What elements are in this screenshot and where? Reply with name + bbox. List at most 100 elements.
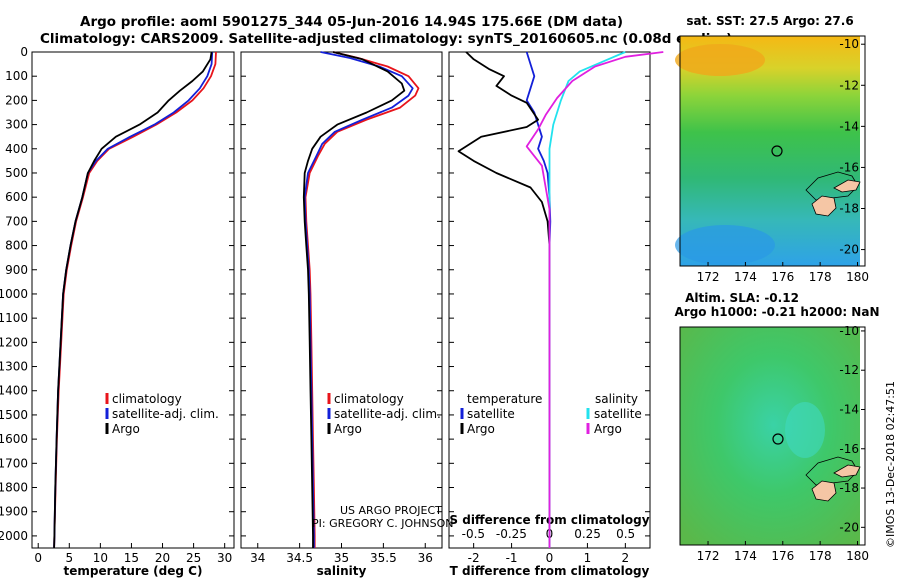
x-tick-label: 5 [65, 551, 73, 565]
y-tick-label: 0 [20, 45, 28, 59]
sla-map-frame [679, 326, 866, 546]
legend-climatology-label: climatology [334, 392, 404, 406]
sst-warm-patch [675, 44, 765, 76]
y-tick-label: 700 [5, 214, 28, 228]
sst-map-frame [679, 35, 866, 267]
sla-field [680, 327, 860, 545]
temperature-legend: climatology satellite-adj. clim. Argo [105, 392, 219, 436]
sst-float-marker [771, 145, 783, 157]
y-tick-label: 1900 [0, 505, 28, 519]
sla-map-title-2: Argo h1000: -0.21 h2000: NaN [674, 305, 879, 319]
title-line-2: Climatology: CARS2009. Satellite-adjuste… [40, 31, 732, 47]
sst-map-title: sat. SST: 27.5 Argo: 27.6 [686, 14, 853, 28]
lat-tick-label: -18 [839, 202, 859, 216]
lat-tick-label: -20 [839, 520, 859, 534]
plot-frame [31, 51, 235, 549]
y-tick-label: 1100 [0, 311, 28, 325]
lat-tick-label: -14 [839, 119, 859, 133]
y-tick-label: 1700 [0, 456, 28, 470]
y-tick-label: 1400 [0, 384, 28, 398]
legend-climatology-label: climatology [112, 392, 182, 406]
lon-tick-label: 178 [809, 270, 832, 284]
y-tick-label: 100 [5, 69, 28, 83]
y-tick-label: 1800 [0, 481, 28, 495]
x-tick-label: 2 [622, 551, 630, 565]
x-tick-label: 15 [124, 551, 139, 565]
lat-tick-label: -10 [839, 37, 859, 51]
x-tick-label: 34 [250, 551, 265, 565]
lat-tick-label: -10 [839, 324, 859, 338]
x-tick-label: 0 [34, 551, 42, 565]
x-tick-label: 20 [155, 551, 170, 565]
lat-tick-label: -12 [839, 363, 859, 377]
y-tick-label: 800 [5, 239, 28, 253]
lon-tick-label: 176 [771, 270, 794, 284]
legend-t-argo-label: Argo [467, 422, 495, 436]
sla-float-marker [772, 433, 784, 445]
x-tick-label: 36 [418, 551, 433, 565]
legend-satellite-label: satellite-adj. clim. [112, 407, 219, 421]
top-x-tick-label: 0.25 [574, 527, 601, 541]
difference-legend: temperature salinity satellite Argo sate… [460, 392, 642, 436]
credit-pi: PI: GREGORY C. JOHNSON [312, 517, 453, 530]
sst-cool-patch [675, 225, 775, 265]
title-line-1: Argo profile: aoml 5901275_344 05-Jun-20… [80, 14, 623, 30]
lat-tick-label: -18 [839, 481, 859, 495]
series-line-climatology [304, 51, 420, 548]
sla-map [679, 326, 866, 546]
x-tick-label: -2 [468, 551, 480, 565]
y-tick-label: 600 [5, 190, 28, 204]
temperature-panel: 0100200300400500600700800900100011001200… [0, 45, 235, 578]
x-tick-label: 0 [546, 551, 554, 565]
series-line-satellite [53, 51, 214, 549]
y-tick-label: 200 [5, 93, 28, 107]
x-axis-label: T difference from climatology [450, 564, 650, 578]
legend-s-argo-label: Argo [594, 422, 622, 436]
x-tick-label: 34.5 [286, 551, 313, 565]
series-line-t-satellite [525, 51, 552, 548]
legend-t-satellite-label: satellite [467, 407, 515, 421]
y-tick-label: 1600 [0, 432, 28, 446]
lon-tick-label: 180 [846, 270, 869, 284]
series-line-satellite [303, 51, 414, 548]
x-tick-label: 1 [584, 551, 592, 565]
sla-map-axes: 172 174 176 178 180 -10 -12 -14 -16 -18 -20 [697, 324, 869, 563]
plot-frame [240, 51, 443, 549]
difference-panel: -2 -1 0 1 2T difference from climatology -0.5… [448, 51, 664, 578]
x-tick-label: 25 [186, 551, 201, 565]
credit-project: US ARGO PROJECT [340, 504, 442, 517]
legend-argo-label: Argo [334, 422, 362, 436]
y-tick-label: 1500 [0, 408, 28, 422]
y-tick-label: 1200 [0, 335, 28, 349]
x-tick-label: 35.5 [370, 551, 397, 565]
series-line-argo [53, 51, 213, 549]
lon-tick-label: 174 [734, 549, 757, 563]
x-tick-label: 30 [217, 551, 232, 565]
top-x-tick-label: 0.5 [616, 527, 635, 541]
y-tick-label: 900 [5, 263, 28, 277]
legend-salinity-heading: salinity [595, 392, 638, 406]
salinity-legend: climatology satellite-adj. clim. Argo [327, 392, 441, 436]
lat-tick-label: -16 [839, 442, 859, 456]
y-tick-label: 400 [5, 142, 28, 156]
legend-temperature-heading: temperature [467, 392, 542, 406]
x-tick-label: 10 [93, 551, 108, 565]
top-x-tick-label: -0.25 [496, 527, 527, 541]
legend-satellite-label: satellite-adj. clim. [334, 407, 441, 421]
sla-anomaly-blob [785, 402, 825, 458]
imos-watermark: ©IMOS 13-Dec-2018 02:47:51 [884, 381, 897, 548]
y-tick-label: 2000 [0, 529, 28, 543]
series-line-argo [302, 51, 406, 548]
y-tick-label: 500 [5, 166, 28, 180]
legend-argo-label: Argo [112, 422, 140, 436]
salinity-panel: 34 34.5 35 35.5 36 salinity [240, 51, 443, 578]
sst-map [675, 35, 866, 267]
fiji-island-vanua-levu [833, 464, 861, 478]
sla-map-title-1: Altim. SLA: -0.12 [685, 291, 799, 305]
lon-tick-label: 178 [809, 549, 832, 563]
legend-s-satellite-label: satellite [594, 407, 642, 421]
fiji-island-vanua-levu [833, 179, 861, 193]
x-tick-label: 35 [334, 551, 349, 565]
lat-tick-label: -16 [839, 160, 859, 174]
lon-tick-label: 180 [846, 549, 869, 563]
